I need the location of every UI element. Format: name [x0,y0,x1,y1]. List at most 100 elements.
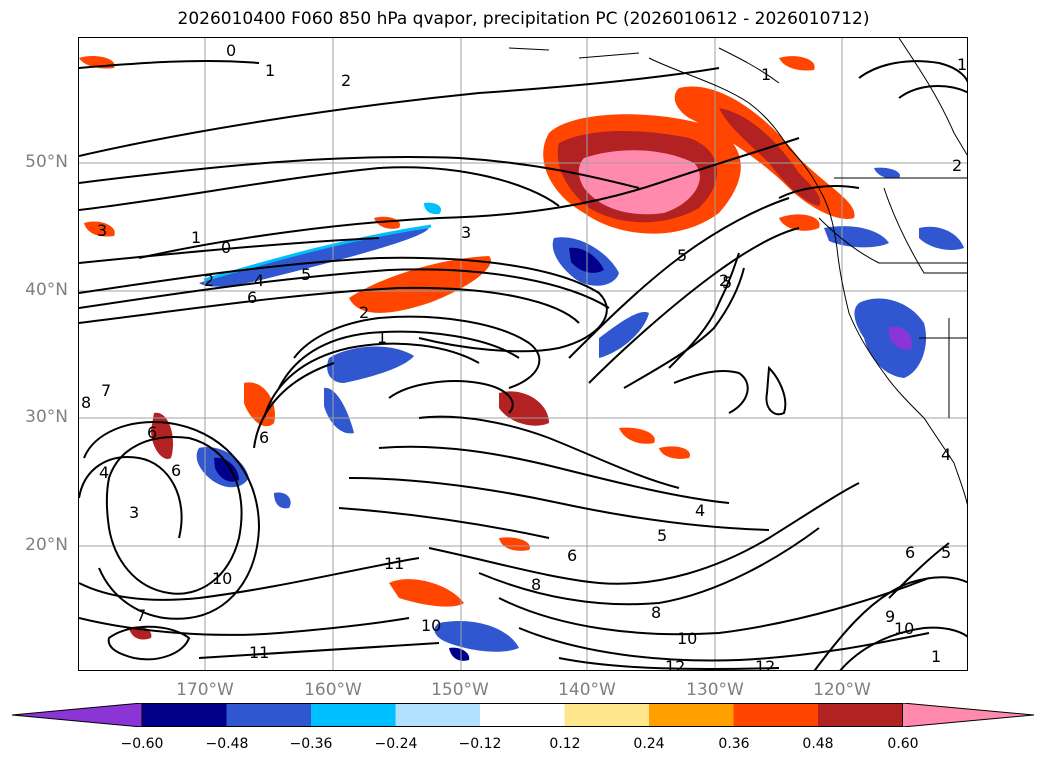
lat-label-40n: 40°N [25,280,68,300]
contour-label: 6 [905,543,915,562]
neg-blob-west-low-core [214,457,239,482]
precip-blob-small-8 [779,56,815,71]
contour-label: 2 [359,303,369,322]
lon-label-120w: 120°W [813,680,871,700]
neg-blob-central-2 [324,387,354,434]
colorbar-segment [311,703,396,727]
lon-label-170w: 170°W [176,680,234,700]
contour-label: 5 [657,526,667,545]
map-gridlines [79,38,967,670]
colorbar-outline [141,703,903,727]
colorbar-segment [564,703,649,727]
precip-blob-small-2 [659,446,690,459]
map-panel: 0 1 2 1 3 1 0 3 5 2 4 5 6 2 1 5 2 7 8 6 … [78,37,968,671]
contour-label: 2 [341,71,351,90]
coastlines [508,38,967,506]
contour-label: 6 [147,423,157,442]
colorbar-tick: −0.12 [458,736,502,752]
contour-label: 6 [171,461,181,480]
contour-label: 2 [204,271,214,290]
neg-blob-south [434,620,519,652]
colorbar-tick: 0.12 [549,736,581,752]
colorbar-extend-low [12,703,143,727]
lat-label-50n: 50°N [25,152,68,172]
precip-blob-small-3 [779,214,820,231]
precip-blob-small-4 [374,216,400,229]
neg-blob-band [199,228,429,287]
lon-label-140w: 140°W [558,680,616,700]
contour-label: 1 [265,61,275,80]
colorbar-tick: 0.48 [802,736,834,752]
contour-label: 4 [99,463,109,482]
contour-label: 6 [247,288,257,307]
precip-blob-west [244,382,275,427]
colorbar-extend-high [902,703,1035,727]
neg-blob-central [327,346,414,383]
contour-label: 10 [421,616,441,635]
contour-label: 9 [885,607,895,626]
colorbar [12,703,1035,727]
colorbar-tick: −0.36 [289,736,333,752]
precip-blob-small-6 [84,221,115,237]
contour-label: 5 [941,543,951,562]
neg-blob-south-core [449,647,470,661]
contour-label: 10 [677,629,697,648]
precip-blob-coast-core [719,108,821,206]
contour-label: 10 [212,569,232,588]
contour-label: 4 [254,271,264,290]
contour-label: 4 [695,501,705,520]
contour-label: 5 [722,273,732,292]
contour-label: 0 [226,41,236,60]
contour-label: 8 [81,393,91,412]
contour-label: 1 [761,65,771,84]
contour-label: 10 [894,619,914,638]
colorbar-tick: 0.36 [718,736,750,752]
contour-label: 1 [931,647,941,666]
neg-blob-nevada [824,226,889,248]
neg-blob-california-core [889,326,913,350]
neg-blob-small-1 [874,167,900,179]
precip-negative-areas [196,167,964,661]
colorbar-segment [480,703,565,727]
precip-blob-central [349,256,491,313]
contour-label: 3 [129,503,139,522]
lon-label-150w: 150°W [431,680,489,700]
contour-label: 1 [957,55,967,74]
contour-label: 3 [461,223,471,242]
colorbar-segment [395,703,480,727]
precip-blob-south [389,579,464,607]
qvapor-contours [79,59,967,670]
precip-blob-east-center [499,391,549,426]
colorbar-segment [142,703,227,727]
contour-label: 12 [755,657,775,671]
precip-blob-small-1 [619,427,655,444]
contour-labels: 0 1 2 1 3 1 0 3 5 2 4 5 6 2 1 5 2 7 8 6 … [81,41,967,671]
precip-positive-areas [79,56,855,640]
contour-label: 1 [191,228,201,247]
lat-label-20n: 20°N [25,535,68,555]
precip-blob-west2 [151,412,174,459]
contour-label: 12 [665,657,685,671]
colorbar-segments [12,703,1035,727]
colorbar-tick: −0.48 [205,736,249,752]
contour-label: 7 [101,381,111,400]
colorbar-segment [226,703,311,727]
contour-label: 2 [952,156,962,175]
contour-label: 5 [677,246,687,265]
contour-label: 6 [259,428,269,447]
colorbar-tick: 0.60 [887,736,919,752]
precip-blob-small-5 [499,537,530,551]
colorbar-tick: 0.24 [633,736,665,752]
lat-label-30n: 30°N [25,407,68,427]
neg-blob-small-3 [424,202,442,215]
contour-label: 4 [941,445,951,464]
map-title: 2026010400 F060 850 hPa qvapor, precipit… [177,9,870,29]
colorbar-tick: −0.24 [374,736,418,752]
contour-label: 5 [301,265,311,284]
contour-label: 1 [377,328,387,347]
colorbar-tick: −0.60 [120,736,164,752]
contour-label: 3 [97,221,107,240]
neg-blob-small-2 [274,492,291,509]
lon-label-160w: 160°W [304,680,362,700]
contour-label: 6 [567,546,577,565]
